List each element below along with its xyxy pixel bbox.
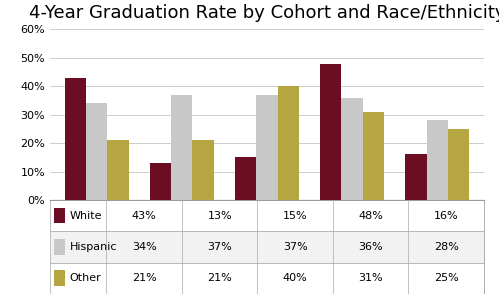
Bar (50, 200, 484, 231)
Bar (50, 263, 484, 294)
Text: Other: Other (69, 273, 101, 283)
Bar (50, 231, 484, 263)
Bar (448, 129, 469, 200)
Bar (341, 98, 363, 200)
Bar (363, 112, 384, 200)
Text: 15%: 15% (283, 211, 307, 220)
Text: 48%: 48% (358, 211, 383, 220)
Text: 40%: 40% (283, 273, 307, 283)
Text: 28%: 28% (434, 242, 459, 252)
Text: 25%: 25% (434, 273, 459, 283)
Bar (235, 157, 256, 200)
Text: Hispanic: Hispanic (69, 242, 117, 252)
Text: 16%: 16% (434, 211, 459, 220)
Bar (405, 154, 427, 200)
Text: 43%: 43% (132, 211, 157, 220)
Bar (427, 120, 448, 200)
Text: 34%: 34% (132, 242, 157, 252)
Bar (54, 270, 65, 286)
Bar (107, 140, 129, 200)
Title: 4-Year Graduation Rate by Cohort and Race/Ethnicity: 4-Year Graduation Rate by Cohort and Rac… (29, 4, 499, 22)
Bar (65, 78, 86, 200)
Bar (54, 239, 65, 255)
Bar (277, 86, 299, 200)
Text: 21%: 21% (207, 273, 232, 283)
Text: 21%: 21% (132, 273, 157, 283)
Text: 37%: 37% (207, 242, 232, 252)
Bar (54, 208, 65, 223)
Bar (86, 103, 107, 200)
Text: 31%: 31% (358, 273, 383, 283)
Text: White: White (69, 211, 102, 220)
Bar (320, 64, 341, 200)
Text: 36%: 36% (358, 242, 383, 252)
Bar (171, 95, 193, 200)
Bar (193, 140, 214, 200)
Text: 37%: 37% (283, 242, 307, 252)
Bar (256, 95, 277, 200)
Bar (150, 163, 171, 200)
Text: 13%: 13% (207, 211, 232, 220)
